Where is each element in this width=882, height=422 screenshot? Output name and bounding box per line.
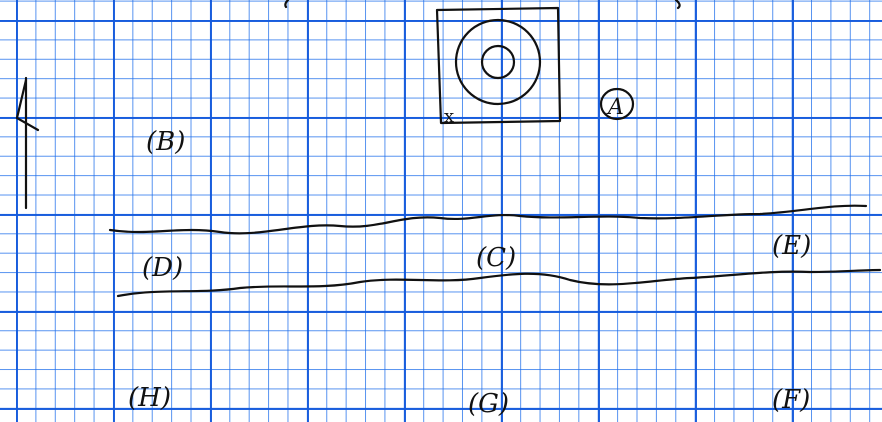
label-b: (B) <box>146 127 185 157</box>
label-a: A <box>606 95 624 120</box>
label-g: (G) <box>468 389 509 419</box>
lower-boundary-line <box>116 268 882 298</box>
outer-ring <box>454 18 542 106</box>
top-stroke-right <box>674 0 681 10</box>
label-c: (C) <box>476 243 516 273</box>
x-mark: x <box>444 106 454 127</box>
label-h: (H) <box>128 383 171 413</box>
north-arrow-icon <box>15 76 40 210</box>
upper-boundary-line <box>108 204 868 235</box>
label-f: (F) <box>772 385 810 415</box>
label-a-circle <box>599 87 635 121</box>
label-d: (D) <box>142 253 183 283</box>
inner-ring <box>480 44 516 80</box>
structure-a <box>435 6 562 125</box>
top-stroke-left <box>284 0 290 9</box>
label-e: (E) <box>772 231 811 261</box>
